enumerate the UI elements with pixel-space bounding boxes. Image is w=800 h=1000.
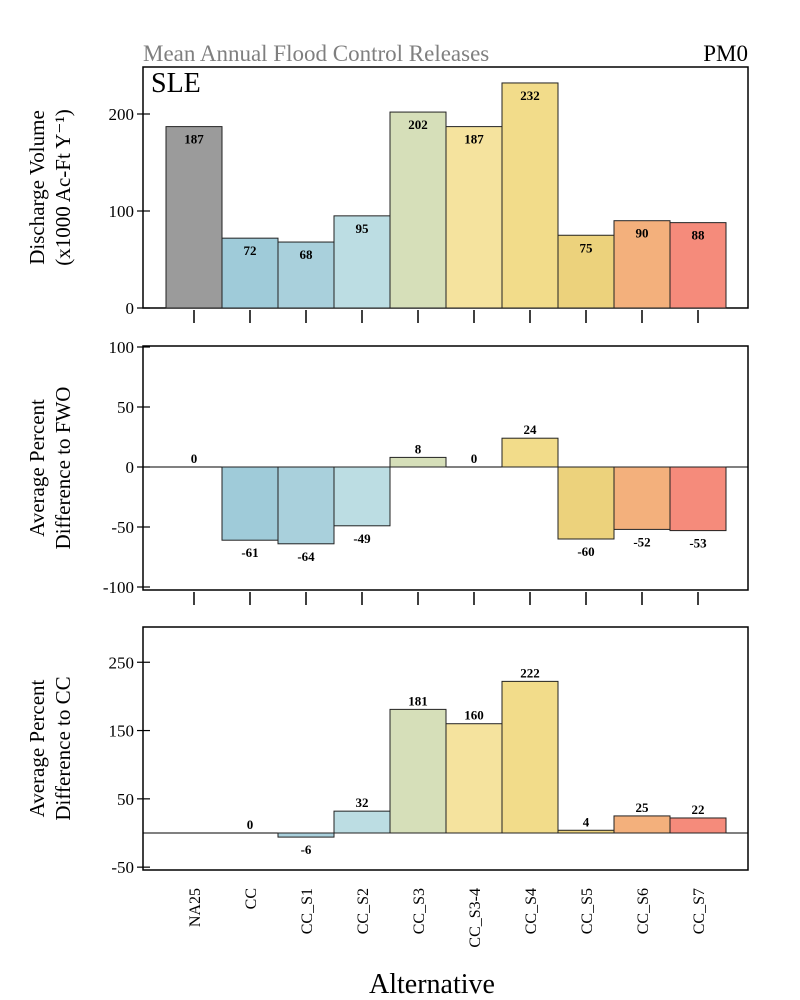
x-tick-label: CC_S6 xyxy=(635,888,652,934)
bar-value-label: 187 xyxy=(184,132,204,147)
bar-value-label: -53 xyxy=(689,536,707,551)
bar-value-label: 88 xyxy=(692,228,706,243)
y-tick-label: 200 xyxy=(109,105,135,124)
bar-value-label: 32 xyxy=(356,795,369,810)
bar-na25 xyxy=(165,126,223,309)
y-axis-title-line: Discharge Volume xyxy=(25,110,49,265)
y-axis-title: Average PercentDifference to CC xyxy=(25,676,75,820)
y-tick-label: -50 xyxy=(111,518,134,537)
y-axis-title-line: Difference to FWO xyxy=(51,387,75,550)
y-axis-title-line: (x1000 Ac-Ft Y⁻¹) xyxy=(51,109,75,266)
bar-cc_s3 xyxy=(389,111,447,309)
y-tick-label: -50 xyxy=(111,858,134,877)
y-tick-label: 100 xyxy=(109,202,135,221)
bar-value-label: 68 xyxy=(300,247,314,262)
bar-value-label: -6 xyxy=(301,842,312,857)
y-tick-label: 0 xyxy=(126,458,135,477)
bar-cc_s5 xyxy=(557,829,615,834)
bar-value-label: 160 xyxy=(464,708,484,723)
y-tick-label: 50 xyxy=(117,790,134,809)
bar-value-label: 75 xyxy=(580,240,594,255)
y-tick-label: 50 xyxy=(117,398,134,417)
bar-cc_s7 xyxy=(669,466,727,532)
bar-cc_s1 xyxy=(277,466,335,545)
bar-value-label: -49 xyxy=(353,531,371,546)
bar-value-label: -64 xyxy=(297,549,315,564)
bar-value-label: 202 xyxy=(408,117,428,132)
y-tick-label: 250 xyxy=(109,653,135,672)
bar-value-label: -52 xyxy=(633,534,650,549)
bar-value-label: 4 xyxy=(583,814,590,829)
bar-cc_s1 xyxy=(277,832,335,838)
bar-cc_s4 xyxy=(501,680,559,834)
chart-title: Mean Annual Flood Control Releases xyxy=(143,41,489,66)
bar-cc_s3-4 xyxy=(445,723,503,834)
bar-cc_s4 xyxy=(501,437,559,468)
bar-value-label: -61 xyxy=(241,545,258,560)
y-tick-label: 0 xyxy=(126,299,135,318)
scenario-tag: PM0 xyxy=(703,41,748,66)
bar-cc_s3-4 xyxy=(445,126,503,309)
x-tick-label: CC_S7 xyxy=(691,888,708,934)
bar-cc xyxy=(221,237,279,309)
x-tick-label: NA25 xyxy=(187,888,204,927)
bar-cc_s2 xyxy=(333,466,391,527)
y-tick-label: 100 xyxy=(109,338,135,357)
x-tick-label: CC_S3-4 xyxy=(467,888,484,948)
plot-frame xyxy=(142,626,749,871)
bar-cc_s3 xyxy=(389,456,447,468)
bar-value-label: 95 xyxy=(356,221,370,236)
x-tick-label: CC_S5 xyxy=(579,888,596,934)
chart-panel-1: 0 100 200 187 72 68 95 202 187 232 75 90 88 Discharge… xyxy=(25,66,749,323)
y-tick-label: 150 xyxy=(109,722,135,741)
bar-cc_s3 xyxy=(389,708,447,834)
bar-cc_s5 xyxy=(557,466,615,540)
bar-cc_s6 xyxy=(613,220,671,309)
bar-value-label: 187 xyxy=(464,132,484,147)
bar-value-label: 72 xyxy=(244,243,257,258)
plot-frame xyxy=(142,345,749,591)
x-tick-label: CC_S3 xyxy=(411,888,428,934)
bar-value-label: 90 xyxy=(636,226,649,241)
bar-value-label: 0 xyxy=(247,817,254,832)
bar-cc_s7 xyxy=(669,817,727,834)
bar-cc_s6 xyxy=(613,466,671,530)
bar-cc_s1 xyxy=(277,241,335,309)
chart-panel-3: -50 50 150 250 0 -6 32 181 160 222 4 25 22 Average Pe… xyxy=(25,626,749,948)
y-axis-title: Discharge Volume(x1000 Ac-Ft Y⁻¹) xyxy=(25,109,75,266)
y-axis-title-line: Average Percent xyxy=(25,679,49,817)
x-tick-label: CC_S1 xyxy=(299,888,316,934)
panel-label: SLE xyxy=(151,68,201,99)
bar-value-label: 24 xyxy=(524,422,538,437)
bar-cc_s4 xyxy=(501,82,559,309)
bar-value-label: 181 xyxy=(408,693,428,708)
y-axis-title-line: Average Percent xyxy=(25,399,49,537)
bar-value-label: 0 xyxy=(191,451,198,466)
bar-value-label: 0 xyxy=(471,451,478,466)
y-tick-label: -100 xyxy=(103,578,134,597)
x-tick-label: CC xyxy=(243,888,260,909)
x-tick-label: CC_S2 xyxy=(355,888,372,934)
bar-cc_s6 xyxy=(613,815,671,834)
x-tick-label: CC_S4 xyxy=(523,888,540,934)
bar-value-label: -60 xyxy=(577,544,594,559)
bar-value-label: 25 xyxy=(636,800,650,815)
bar-cc_s2 xyxy=(333,215,391,309)
bar-value-label: 22 xyxy=(692,802,705,817)
x-axis-title: Alternative xyxy=(369,969,495,1000)
bar-cc xyxy=(221,466,279,541)
bar-value-label: 8 xyxy=(415,441,422,456)
bar-cc_s5 xyxy=(557,234,615,309)
chart-panel-2: -100 -50 0 50 100 0 -61 -64 -49 8 0 24 -60 -52 -53 Aver… xyxy=(25,338,749,605)
bar-cc_s7 xyxy=(669,222,727,309)
y-axis-title-line: Difference to CC xyxy=(51,676,75,820)
bar-value-label: 232 xyxy=(520,88,540,103)
y-axis-title: Average PercentDifference to FWO xyxy=(25,387,75,550)
bar-cc_s2 xyxy=(333,810,391,834)
bar-value-label: 222 xyxy=(520,665,540,680)
